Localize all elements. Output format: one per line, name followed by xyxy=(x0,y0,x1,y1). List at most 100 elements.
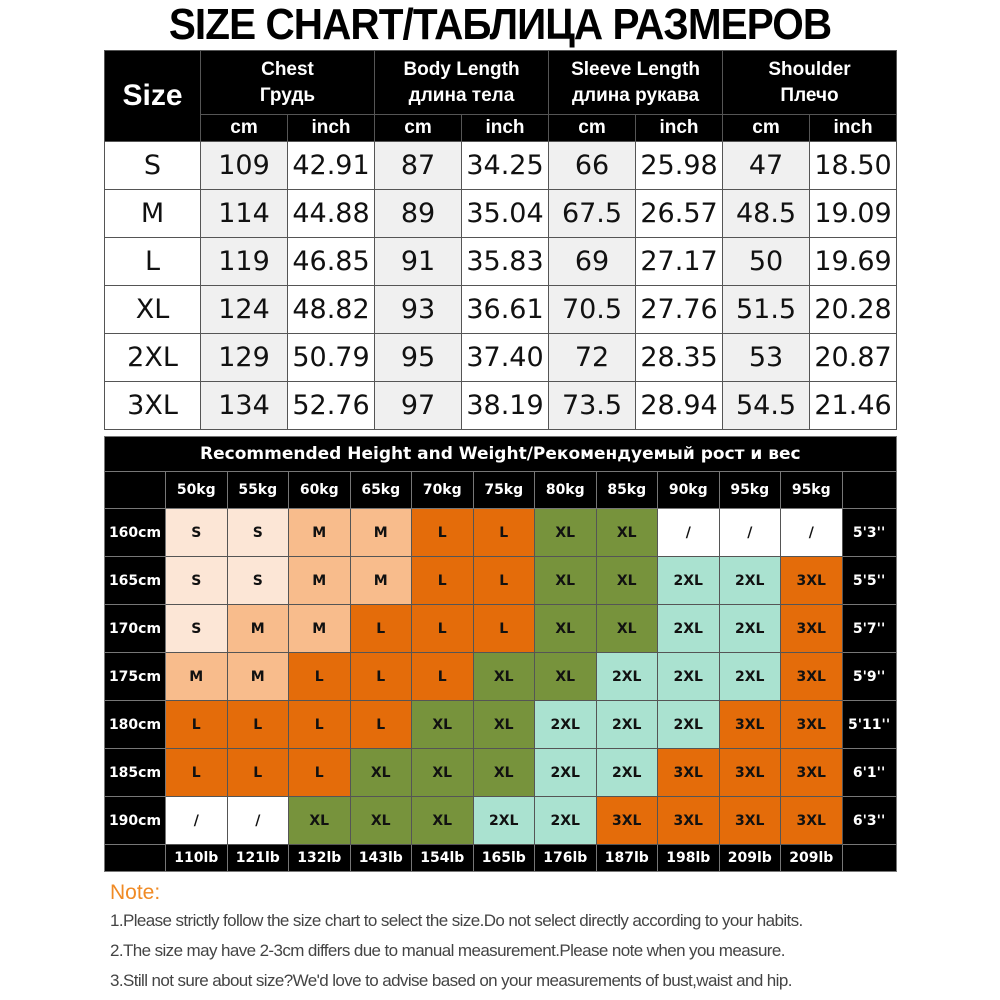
inch-value-cell: 35.04 xyxy=(460,189,550,238)
recommended-size-cell: XL xyxy=(472,748,535,797)
weight-kg-header: 95kg xyxy=(718,471,781,509)
chest-header-ru: Грудь xyxy=(259,84,316,106)
cm-value-cell: 51.5 xyxy=(722,285,811,334)
recommended-size-cell: 3XL xyxy=(595,796,658,845)
recommended-size-cell: / xyxy=(718,508,781,557)
sleeve-length-header-ru: длина рукава xyxy=(571,84,700,106)
weight-kg-header: 50kg xyxy=(165,471,228,509)
recommended-size-cell: XL xyxy=(472,700,535,749)
height-cm-label: 165cm xyxy=(104,556,166,605)
recommended-size-cell: S xyxy=(165,508,228,557)
inch-value-cell: 27.17 xyxy=(635,237,724,286)
cm-value-cell: 72 xyxy=(548,333,637,382)
recommended-size-cell: 3XL xyxy=(780,652,843,701)
recommended-size-cell: L xyxy=(226,748,289,797)
recommended-size-cell: XL xyxy=(595,556,658,605)
inch-value-cell: 44.88 xyxy=(287,189,375,238)
weight-lb-row: 110lb 121lb 132lb 143lb 154lb 165lb 176lb 187lb… xyxy=(104,844,897,872)
body-length-header: Body Length длина тела xyxy=(373,50,550,115)
recommended-size-cell: 2XL xyxy=(472,796,535,845)
inch-value-cell: 37.40 xyxy=(460,333,550,382)
recommended-size-cell: 2XL xyxy=(718,604,781,653)
weight-kg-header: 80kg xyxy=(534,471,597,509)
recommended-size-cell: 2XL xyxy=(718,652,781,701)
size-row: L 119 46.85 91 35.83 69 27.17 50 19.69 xyxy=(104,237,898,286)
recommended-size-cell: / xyxy=(657,508,720,557)
shoulder-header-ru: Плечо xyxy=(780,84,839,106)
blank-header-cell xyxy=(841,844,897,872)
body-length-header-en: Body Length xyxy=(403,58,520,80)
weight-kg-header: 75kg xyxy=(472,471,535,509)
recommended-size-cell: L xyxy=(288,652,351,701)
recommended-size-cell: 2XL xyxy=(657,700,720,749)
unit-header: cm xyxy=(548,114,637,142)
size-label: L xyxy=(104,237,201,286)
note-line-2: 2.The size may have 2-3cm differs due to… xyxy=(110,941,785,960)
weight-kg-header: 60kg xyxy=(288,471,351,509)
height-row: 180cm L L L L XL XL 2XL 2XL 2XL 3XL 3XL 5'11'' xyxy=(104,700,897,749)
recommended-size-cell: 3XL xyxy=(780,556,843,605)
note-line-1: 1.Please strictly follow the size chart … xyxy=(110,911,803,930)
recommended-size-cell: XL xyxy=(349,796,412,845)
recommended-size-cell: XL xyxy=(534,556,597,605)
recommended-size-cell: XL xyxy=(411,796,474,845)
cm-value-cell: 70.5 xyxy=(548,285,637,334)
recommended-size-cell: L xyxy=(411,556,474,605)
inch-value-cell: 35.83 xyxy=(460,237,550,286)
size-row: XL 124 48.82 93 36.61 70.5 27.76 51.5 20.28 xyxy=(104,285,898,334)
unit-header: cm xyxy=(200,114,288,142)
recommended-size-cell: 3XL xyxy=(718,748,781,797)
recommended-size-cell: L xyxy=(472,508,535,557)
size-row: 3XL 134 52.76 97 38.19 73.5 28.94 54.5 21.46 xyxy=(104,381,898,430)
height-row: 185cm L L L XL XL XL 2XL 2XL 3XL 3XL 3XL 6'1'' xyxy=(104,748,897,797)
unit-header: cm xyxy=(722,114,811,142)
cm-value-cell: 109 xyxy=(200,141,288,190)
recommended-size-cell: S xyxy=(226,508,289,557)
recommended-size-cell: 2XL xyxy=(718,556,781,605)
height-cm-label: 185cm xyxy=(104,748,166,797)
weight-lb-label: 165lb xyxy=(472,844,535,872)
cm-value-cell: 66 xyxy=(548,141,637,190)
recommended-size-cell: L xyxy=(411,652,474,701)
recommended-size-cell: XL xyxy=(534,652,597,701)
recommended-size-cell: / xyxy=(780,508,843,557)
size-table-header-row: Size Chest Грудь Body Length длина тела Sl… xyxy=(104,50,898,142)
recommended-size-cell: 3XL xyxy=(780,796,843,845)
height-row: 190cm / / XL XL XL 2XL 2XL 3XL 3XL 3XL 3XL 6'3'' xyxy=(104,796,897,845)
recommended-size-cell: L xyxy=(472,556,535,605)
cm-value-cell: 67.5 xyxy=(548,189,637,238)
blank-header-cell xyxy=(841,471,897,509)
inch-value-cell: 52.76 xyxy=(287,381,375,430)
inch-value-cell: 20.87 xyxy=(809,333,898,382)
recommended-size-table: Recommended Height and Weight/Рекомендуе… xyxy=(104,436,897,872)
recommended-size-cell: 3XL xyxy=(718,796,781,845)
weight-kg-header: 65kg xyxy=(349,471,412,509)
size-label: 2XL xyxy=(104,333,201,382)
inch-value-cell: 50.79 xyxy=(287,333,375,382)
recommended-size-cell: XL xyxy=(411,748,474,797)
height-ft-label: 6'1'' xyxy=(841,748,897,797)
inch-value-cell: 36.61 xyxy=(460,285,550,334)
weight-lb-label: 121lb xyxy=(226,844,289,872)
cm-value-cell: 93 xyxy=(374,285,462,334)
height-ft-label: 6'3'' xyxy=(841,796,897,845)
size-label: XL xyxy=(104,285,201,334)
inch-value-cell: 28.94 xyxy=(635,381,724,430)
recommended-size-cell: M xyxy=(349,508,412,557)
recommended-size-cell: S xyxy=(226,556,289,605)
recommended-size-cell: 2XL xyxy=(534,700,597,749)
cm-value-cell: 53 xyxy=(722,333,811,382)
recommended-size-cell: 2XL xyxy=(534,748,597,797)
height-ft-label: 5'5'' xyxy=(841,556,897,605)
recommended-size-cell: XL xyxy=(534,508,597,557)
weight-lb-label: 198lb xyxy=(657,844,720,872)
shoulder-header: Shoulder Плечо xyxy=(722,50,898,115)
height-ft-label: 5'9'' xyxy=(841,652,897,701)
height-row: 170cm S M M L L L XL XL 2XL 2XL 3XL 5'7'' xyxy=(104,604,897,653)
inch-value-cell: 46.85 xyxy=(287,237,375,286)
weight-kg-header: 55kg xyxy=(226,471,289,509)
recommended-size-cell: L xyxy=(288,748,351,797)
recommended-size-cell: S xyxy=(165,556,228,605)
cm-value-cell: 114 xyxy=(200,189,288,238)
recommended-size-cell: L xyxy=(349,604,412,653)
